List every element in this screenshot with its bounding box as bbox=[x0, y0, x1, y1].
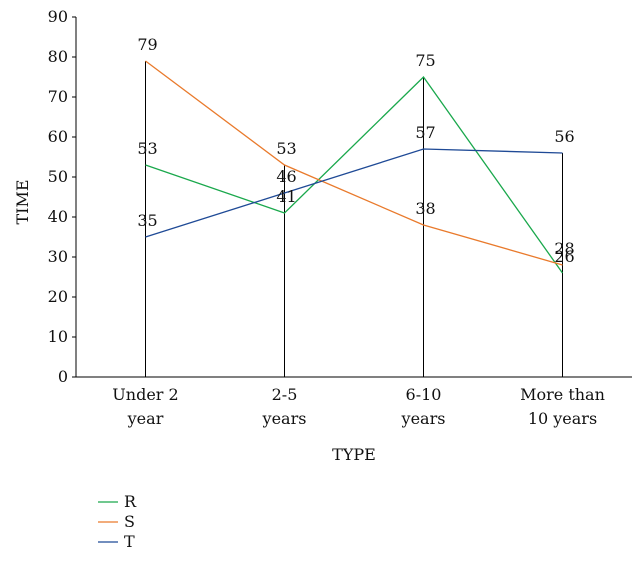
x-tick-label: 2-5 years bbox=[262, 385, 307, 428]
data-label: 79 bbox=[137, 35, 157, 54]
legend: RST bbox=[98, 492, 137, 551]
y-tick-label: 50 bbox=[48, 167, 68, 186]
legend-label: R bbox=[124, 492, 137, 511]
x-tick-label: 6-10 years bbox=[401, 385, 446, 428]
y-tick-label: 40 bbox=[48, 207, 68, 226]
x-tick-label-line: More than bbox=[520, 385, 605, 404]
series-line-t bbox=[145, 148, 563, 238]
x-axis-ticks: Under 2 year 2-5 years 6-10 years More than 10 … bbox=[112, 385, 605, 428]
x-tick-label-line: years bbox=[262, 409, 307, 428]
x-tick-label-line: 6-10 bbox=[406, 385, 442, 404]
axes bbox=[75, 17, 632, 378]
series-line-r bbox=[145, 76, 564, 274]
legend-label: T bbox=[124, 532, 135, 551]
y-axis-title: TIME bbox=[13, 179, 32, 224]
data-label: 41 bbox=[276, 187, 296, 206]
drop-lines bbox=[145, 61, 563, 377]
data-labels: 53 41 75 28 79 53 38 26 35 46 57 56 bbox=[137, 35, 574, 266]
x-axis-title: TYPE bbox=[332, 445, 376, 464]
y-tick-label: 80 bbox=[48, 47, 68, 66]
data-label: 38 bbox=[415, 199, 435, 218]
data-label: 57 bbox=[415, 123, 435, 142]
data-label: 46 bbox=[276, 167, 296, 186]
y-tick-label: 90 bbox=[48, 7, 68, 26]
x-tick-label-line: 2-5 bbox=[272, 385, 298, 404]
y-tick-label: 0 bbox=[58, 367, 68, 386]
y-tick-label: 30 bbox=[48, 247, 68, 266]
x-tick-label: More than 10 years bbox=[520, 385, 605, 428]
data-label: 53 bbox=[276, 139, 296, 158]
y-axis-ticks: 0 10 20 30 40 50 60 70 80 90 bbox=[48, 7, 76, 386]
data-label: 75 bbox=[415, 51, 435, 70]
x-tick-label-line: year bbox=[127, 409, 164, 428]
x-tick-label: Under 2 year bbox=[112, 385, 178, 428]
data-label: 53 bbox=[137, 139, 157, 158]
y-tick-label: 20 bbox=[48, 287, 68, 306]
x-tick-label-line: 10 years bbox=[528, 409, 597, 428]
series-line-s bbox=[145, 60, 563, 266]
x-tick-label-line: Under 2 bbox=[112, 385, 178, 404]
data-label: 26 bbox=[554, 247, 574, 266]
series-lines bbox=[145, 60, 564, 274]
y-tick-label: 60 bbox=[48, 127, 68, 146]
data-label: 56 bbox=[554, 127, 574, 146]
y-tick-label: 70 bbox=[48, 87, 68, 106]
data-label: 35 bbox=[137, 211, 157, 230]
x-tick-label-line: years bbox=[401, 409, 446, 428]
data-label: 28 bbox=[554, 239, 574, 258]
y-tick-label: 10 bbox=[48, 327, 68, 346]
legend-label: S bbox=[124, 512, 135, 531]
